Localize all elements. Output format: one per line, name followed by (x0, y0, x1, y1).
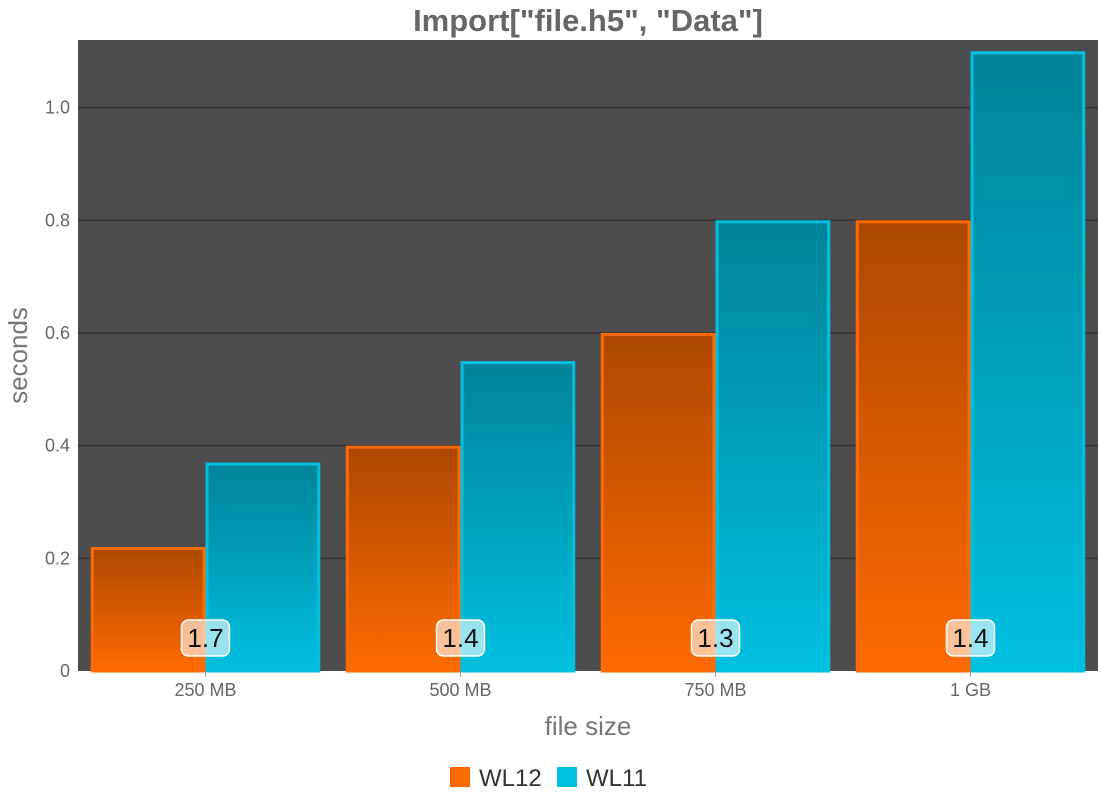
y-axis-ticks: 0 0.2 0.4 0.6 0.8 1.0 (45, 98, 70, 681)
x-axis-ticks: 250 MB 500 MB 750 MB 1 GB (174, 671, 991, 700)
y-tick-label: 0.8 (45, 210, 70, 230)
x-tick-label: 750 MB (684, 680, 746, 700)
ratio-labels: 1.7 1.4 1.3 1.4 (180, 619, 996, 657)
x-tick-label: 1 GB (950, 680, 991, 700)
bar-wl11-1 (460, 361, 576, 673)
legend-swatch (557, 767, 577, 787)
legend-label: WL11 (586, 765, 647, 792)
x-tick-label: 500 MB (429, 680, 491, 700)
legend-item-wl12: WL12 (450, 765, 542, 792)
ratio-label-box (435, 619, 486, 657)
x-axis-title: file size (545, 711, 632, 741)
y-tick-label: 0.6 (45, 323, 70, 343)
y-tick-label: 0.2 (45, 548, 70, 568)
y-tick-label: 0 (60, 661, 70, 681)
y-tick-label: 1.0 (45, 98, 70, 118)
bar-wl12-3 (855, 220, 971, 673)
ratio-label-text: 1.4 (952, 623, 988, 653)
y-axis-title: seconds (3, 307, 33, 404)
legend: WL12 WL11 (450, 765, 647, 792)
ratio-label-text: 1.3 (697, 623, 733, 653)
ratio-label: 1.4 (435, 619, 486, 657)
ratio-label-box (180, 619, 231, 657)
ratio-label-text: 1.7 (187, 623, 223, 653)
x-tick-label: 250 MB (174, 680, 236, 700)
bar-wl11-2 (715, 220, 831, 673)
ratio-label-text: 1.4 (442, 623, 478, 653)
ratio-label: 1.4 (945, 619, 996, 657)
ratio-label-box (690, 619, 741, 657)
bar-wl11-3 (970, 51, 1086, 673)
ratio-label: 1.7 (180, 619, 231, 657)
bars (90, 51, 1086, 673)
legend-swatch (450, 767, 470, 787)
chart-title: Import["file.h5", "Data"] (413, 3, 763, 38)
legend-label: WL12 (479, 765, 542, 792)
y-tick-label: 0.4 (45, 436, 70, 456)
ratio-label: 1.3 (690, 619, 741, 657)
legend-item-wl11: WL11 (557, 765, 647, 792)
ratio-label-box (945, 619, 996, 657)
bar-wl12-2 (600, 332, 716, 673)
